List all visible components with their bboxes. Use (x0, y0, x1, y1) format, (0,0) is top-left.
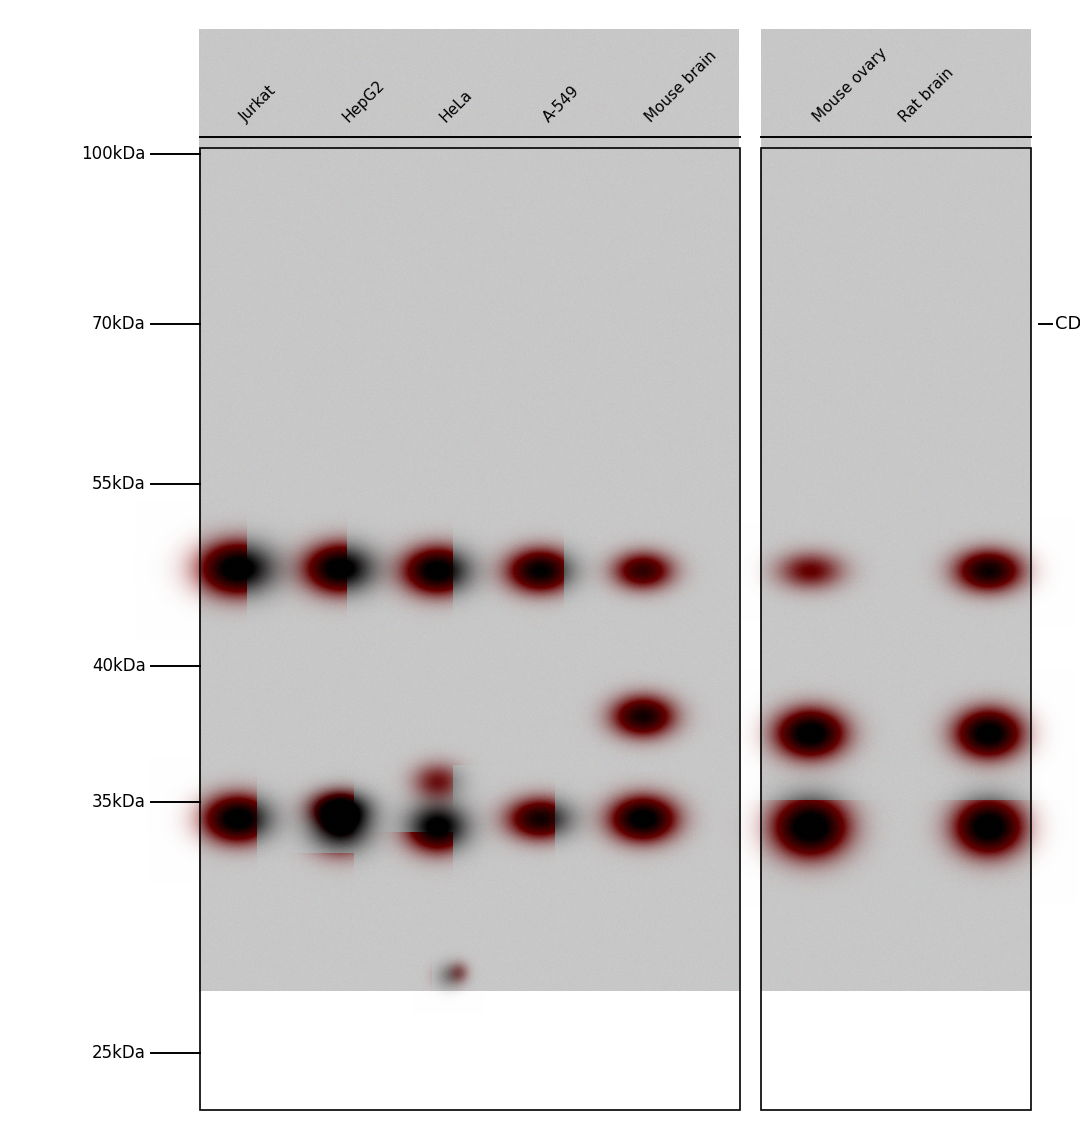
Text: A-549: A-549 (540, 83, 582, 125)
Text: Rat brain: Rat brain (896, 65, 957, 125)
Text: Mouse ovary: Mouse ovary (810, 46, 890, 125)
Text: 70kDa: 70kDa (92, 315, 146, 333)
Text: CDC16: CDC16 (1055, 315, 1080, 333)
Text: 35kDa: 35kDa (92, 793, 146, 811)
Text: 100kDa: 100kDa (81, 145, 146, 163)
Text: 25kDa: 25kDa (92, 1044, 146, 1062)
Bar (200, 148, 740, 1110)
Text: Mouse brain: Mouse brain (643, 48, 719, 125)
Text: Jurkat: Jurkat (238, 83, 280, 125)
Text: HepG2: HepG2 (340, 77, 388, 125)
Text: 55kDa: 55kDa (92, 475, 146, 493)
Text: HeLa: HeLa (437, 88, 475, 125)
Bar (761, 148, 1031, 1110)
Text: 40kDa: 40kDa (92, 657, 146, 675)
